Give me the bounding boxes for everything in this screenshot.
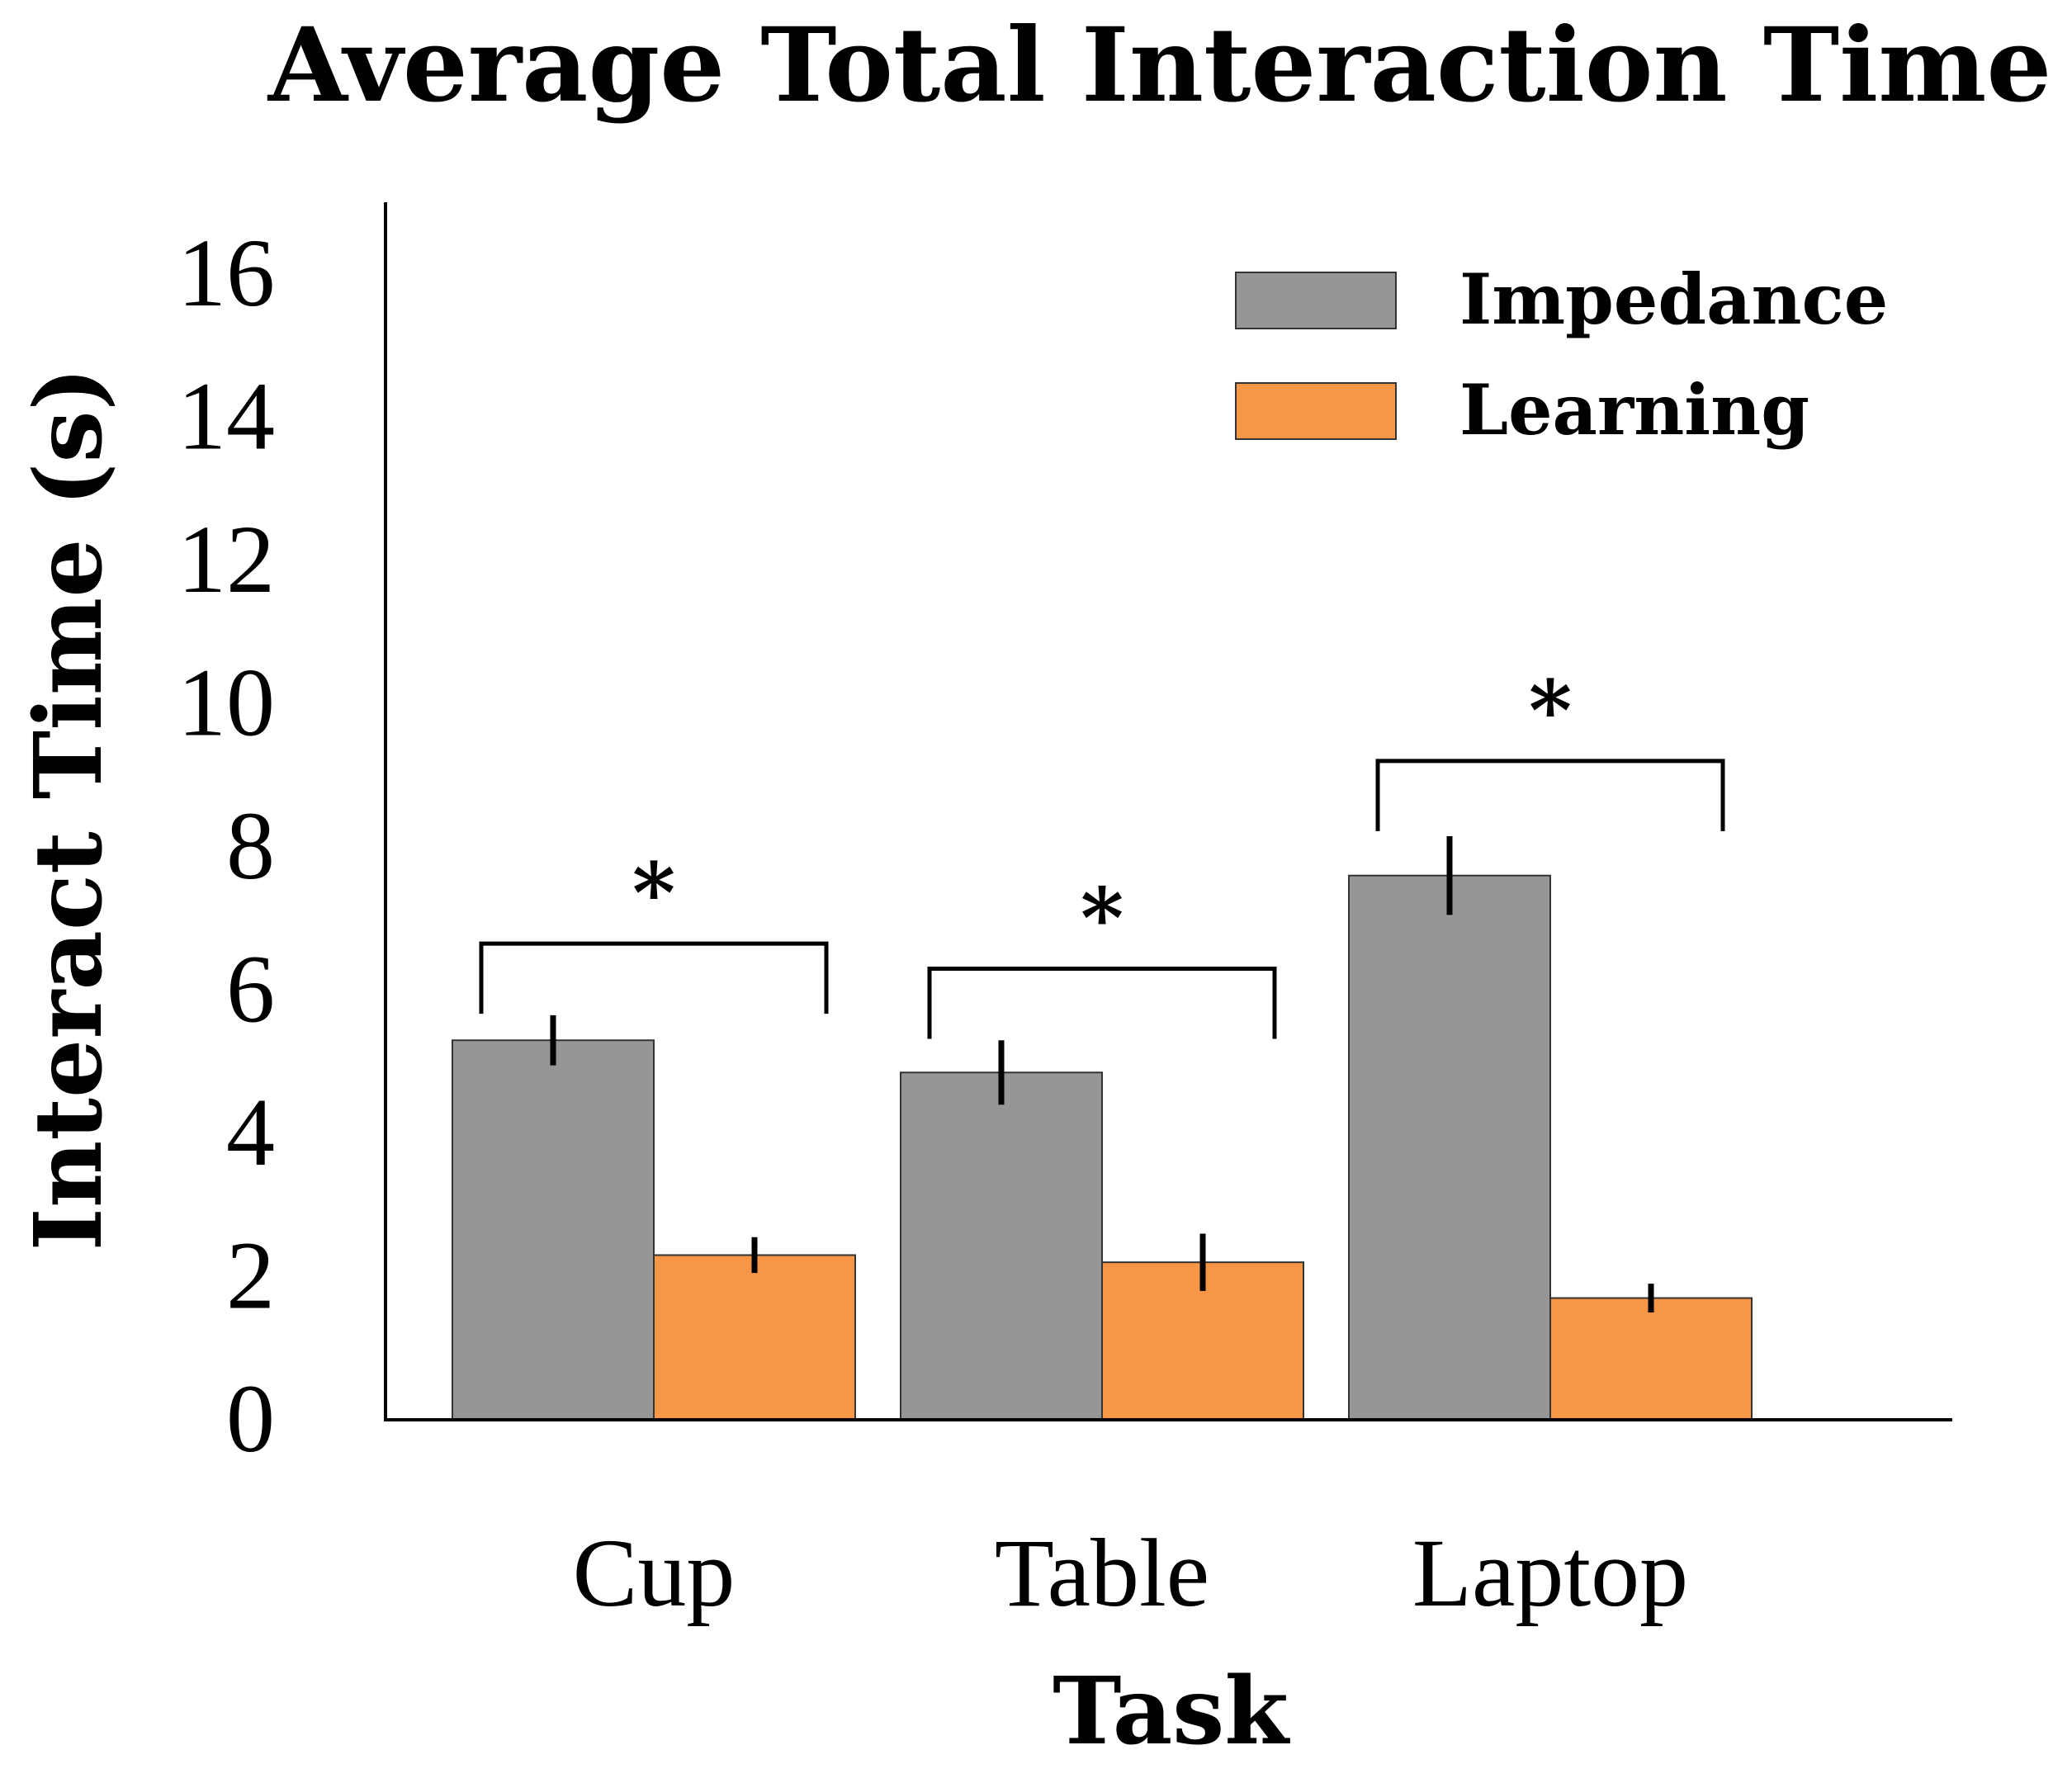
legend-swatch-learning [1235, 382, 1397, 440]
chart-title: Average Total Interaction Time [267, 6, 2052, 125]
y-tick-label: 16 [177, 219, 275, 327]
significance-star-cup: * [632, 844, 675, 942]
significance-bracket-table [927, 966, 1277, 1039]
y-axis-title: Interact Time (s) [15, 367, 123, 1251]
y-tick-label: 8 [226, 792, 275, 900]
significance-bracket-laptop [1375, 759, 1725, 831]
legend-swatch-impedance [1235, 272, 1397, 329]
y-tick-label: 12 [177, 505, 275, 613]
y-tick-label: 4 [226, 1078, 275, 1186]
bar-impedance-laptop [1348, 874, 1551, 1421]
bars [452, 874, 1753, 1421]
y-axis-ticks: 0 2 4 6 8 10 12 14 16 [177, 219, 275, 1473]
y-tick-label: 0 [226, 1364, 275, 1473]
bar-impedance-cup [452, 1039, 655, 1421]
bar-learning-cup [653, 1254, 856, 1421]
x-axis-title: Task [1053, 1658, 1290, 1766]
x-tick-label-cup: Cup [573, 1519, 736, 1627]
legend: Impedance Learning [1235, 258, 1888, 451]
y-tick-label: 14 [177, 362, 275, 471]
y-tick-label: 10 [177, 649, 275, 757]
x-tick-label-laptop: Laptop [1412, 1519, 1688, 1627]
legend-label-learning: Learning [1459, 369, 1809, 451]
x-axis-categories: Cup Table Laptop [573, 1519, 1688, 1627]
significance-star-table: * [1081, 869, 1124, 967]
y-tick-label: 2 [226, 1222, 275, 1330]
legend-label-impedance: Impedance [1459, 258, 1888, 340]
bar-impedance-table [900, 1071, 1103, 1421]
error-bars [550, 835, 1654, 1312]
y-tick-label: 6 [226, 935, 275, 1043]
significance-star-laptop: * [1529, 662, 1572, 759]
bar-learning-laptop [1549, 1297, 1753, 1421]
significance-bracket-cup [479, 941, 829, 1014]
x-tick-label-table: Table [995, 1519, 1209, 1627]
significance-brackets: * * * [479, 662, 1725, 1039]
